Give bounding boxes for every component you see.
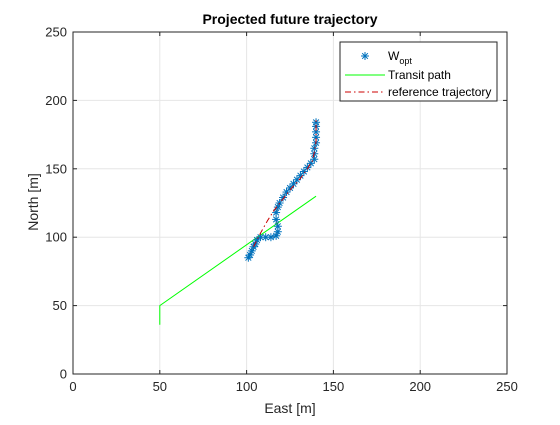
asterisk-stroke <box>361 52 369 60</box>
y-tick-label: 100 <box>45 230 67 245</box>
wopt-marker <box>272 215 281 224</box>
asterisk-stroke <box>276 199 283 207</box>
plot-data <box>159 118 321 325</box>
asterisk-stroke <box>274 223 282 230</box>
asterisk-stroke <box>279 194 287 201</box>
chart-title: Projected future trajectory <box>202 11 377 27</box>
legend-transit-label: Transit path <box>388 68 451 82</box>
legend-reference-label: reference trajectory <box>388 85 491 99</box>
wopt-marker <box>310 144 319 153</box>
asterisk-stroke <box>257 234 264 241</box>
wopt-marker <box>273 227 282 236</box>
x-tick-label: 50 <box>153 379 167 394</box>
wopt-marker <box>261 233 270 242</box>
axes: 0 50 100 150 200 250 0 50 100 150 200 250 <box>45 25 518 395</box>
wopt-marker <box>272 208 281 217</box>
legend-box <box>339 41 498 102</box>
x-tick-label: 100 <box>236 379 258 394</box>
axes-frame <box>72 31 508 375</box>
wopt-marker <box>266 233 275 242</box>
asterisk-stroke <box>267 234 275 241</box>
x-tick-label: 150 <box>323 379 345 394</box>
y-axis-label: North [m] <box>25 173 41 231</box>
wopt-marker <box>273 222 282 231</box>
wopt-marker <box>279 193 288 202</box>
x-axis-label: East [m] <box>264 400 315 416</box>
y-tick-label: 250 <box>45 25 67 40</box>
y-tick-label: 200 <box>45 93 67 108</box>
wopt-marker <box>275 199 284 207</box>
x-tick-label: 250 <box>496 379 518 394</box>
reference-trajectory-line <box>253 119 317 248</box>
y-tick-label: 150 <box>45 161 67 176</box>
asterisk-stroke <box>312 119 320 126</box>
legend-wopt-subscript: opt <box>399 56 412 66</box>
asterisk-stroke <box>312 128 320 136</box>
y-tick-label: 0 <box>60 367 67 382</box>
y-tick-label: 50 <box>53 298 67 313</box>
legend-wopt-marker <box>361 52 369 60</box>
asterisk-stroke <box>312 134 320 141</box>
x-tick-label: 0 <box>69 379 76 394</box>
asterisk-stroke <box>253 236 261 244</box>
asterisk-stroke <box>272 216 280 223</box>
asterisk-stroke <box>274 228 282 235</box>
transit-path-line <box>159 195 317 325</box>
x-tick-label: 200 <box>409 379 431 394</box>
asterisk-stroke <box>262 234 269 241</box>
